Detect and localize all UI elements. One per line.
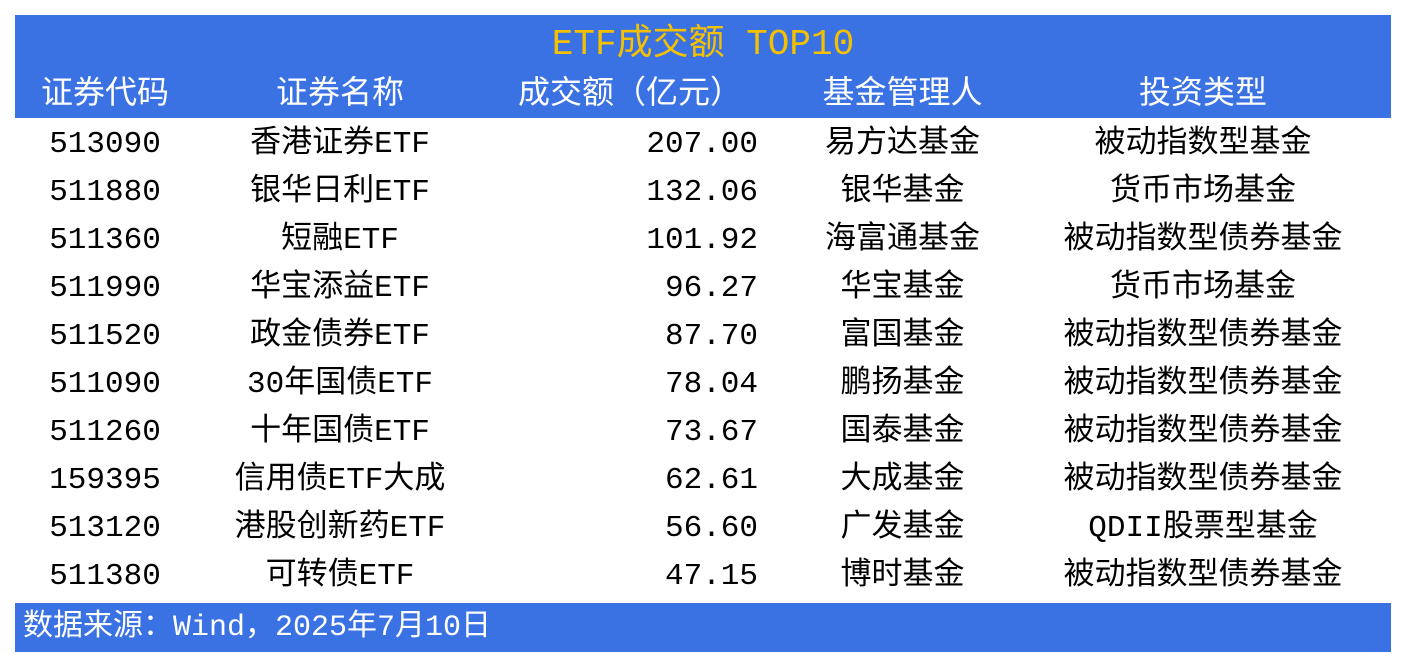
cell-code: 513120 [49,511,161,546]
table-row: 513090 香港证券ETF 207.00 易方达基金 被动指数型基金 [15,123,1391,171]
cell-name: 可转债ETF [265,559,415,594]
cell-manager: 鹏扬基金 [840,367,965,402]
table-title: ETF成交额 TOP10 [551,24,855,65]
cell-type: 货币市场基金 [1110,271,1296,306]
cell-code: 511090 [49,367,161,402]
cell-type: 被动指数型债券基金 [1063,223,1343,258]
cell-code: 511880 [49,175,161,210]
table-header: ETF成交额 TOP10 证券代码 证券名称 成交额（亿元） 基金管理人 投资类… [15,15,1391,118]
cell-code: 511990 [49,271,161,306]
table-row: 511880 银华日利ETF 132.06 银华基金 货币市场基金 [15,171,1391,219]
cell-code: 513090 [49,127,161,162]
table-row: 511990 华宝添益ETF 96.27 华宝基金 货币市场基金 [15,267,1391,315]
cell-manager: 银华基金 [840,175,965,210]
cell-amount: 56.60 [664,511,758,546]
table-footer: 数据来源：Wind，2025年7月10日 [15,603,1391,652]
cell-name: 华宝添益ETF [250,271,430,306]
table-row: 511260 十年国债ETF 73.67 国泰基金 被动指数型债券基金 [15,411,1391,459]
cell-name: 香港证券ETF [250,127,430,162]
cell-name: 银华日利ETF [250,175,430,210]
cell-name: 政金债券ETF [250,319,430,354]
cell-manager: 华宝基金 [840,271,965,306]
table-row: 511380 可转债ETF 47.15 博时基金 被动指数型债券基金 [15,555,1391,603]
cell-name: 港股创新药ETF [234,511,446,546]
cell-manager: 博时基金 [840,559,965,594]
cell-type: 货币市场基金 [1110,175,1296,210]
column-header-type: 投资类型 [1138,76,1267,113]
table-row: 511090 30年国债ETF 78.04 鹏扬基金 被动指数型债券基金 [15,363,1391,411]
cell-amount: 62.61 [664,463,758,498]
cell-manager: 海富通基金 [825,223,980,258]
cell-name: 短融ETF [281,223,399,258]
cell-manager: 大成基金 [840,463,965,498]
cell-amount: 73.67 [664,415,758,450]
cell-amount: 101.92 [646,223,758,258]
cell-code: 511260 [49,415,161,450]
cell-amount: 47.15 [664,559,758,594]
cell-manager: 富国基金 [840,319,965,354]
cell-type: 被动指数型基金 [1094,127,1312,162]
etf-table: ETF成交额 TOP10 证券代码 证券名称 成交额（亿元） 基金管理人 投资类… [15,15,1391,652]
cell-name: 30年国债ETF [246,367,433,402]
column-headers: 证券代码 证券名称 成交额（亿元） 基金管理人 投资类型 [15,73,1391,117]
cell-type: QDII股票型基金 [1088,511,1318,546]
cell-type: 被动指数型债券基金 [1063,319,1343,354]
column-header-name: 证券名称 [275,76,404,113]
cell-name: 十年国债ETF [250,415,430,450]
table-row: 511360 短融ETF 101.92 海富通基金 被动指数型债券基金 [15,219,1391,267]
cell-manager: 易方达基金 [825,127,980,162]
cell-code: 159395 [49,463,161,498]
cell-code: 511520 [49,319,161,354]
cell-code: 511380 [49,559,161,594]
source-note: 数据来源：Wind，2025年7月10日 [23,611,492,645]
cell-amount: 96.27 [664,271,758,306]
cell-amount: 87.70 [664,319,758,354]
cell-type: 被动指数型债券基金 [1063,415,1343,450]
cell-type: 被动指数型债券基金 [1063,559,1343,594]
cell-amount: 132.06 [646,175,758,210]
column-header-amount: 成交额（亿元） [517,76,742,113]
table-row: 513120 港股创新药ETF 56.60 广发基金 QDII股票型基金 [15,507,1391,555]
table-row: 511520 政金债券ETF 87.70 富国基金 被动指数型债券基金 [15,315,1391,363]
cell-name: 信用债ETF大成 [234,463,446,498]
column-header-code: 证券代码 [40,76,169,113]
table-body: 513090 香港证券ETF 207.00 易方达基金 被动指数型基金 511880 银华日… [15,118,1391,603]
cell-amount: 207.00 [646,127,758,162]
cell-manager: 广发基金 [840,511,965,546]
cell-manager: 国泰基金 [840,415,965,450]
table-row: 159395 信用债ETF大成 62.61 大成基金 被动指数型债券基金 [15,459,1391,507]
cell-code: 511360 [49,223,161,258]
cell-type: 被动指数型债券基金 [1063,463,1343,498]
cell-type: 被动指数型债券基金 [1063,367,1343,402]
cell-amount: 78.04 [664,367,758,402]
column-header-manager: 基金管理人 [822,76,983,113]
